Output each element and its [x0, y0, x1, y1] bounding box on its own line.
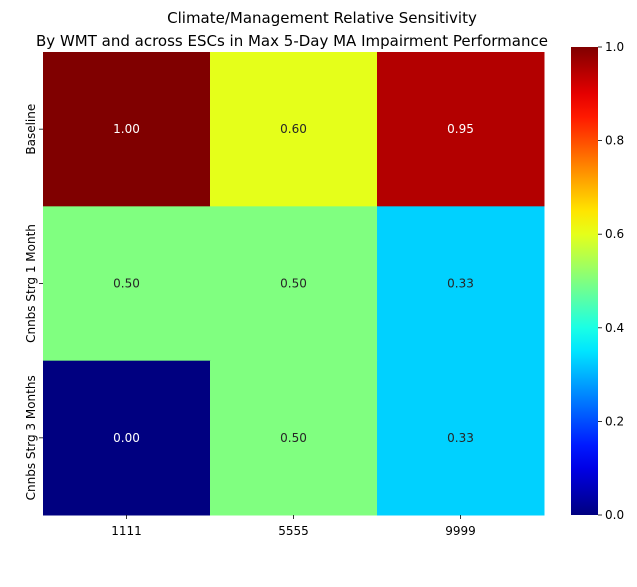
colorbar-tick-label: 0.2: [605, 414, 624, 428]
colorbar-tick-label: 0.6: [605, 227, 624, 241]
x-tick-label: 9999: [445, 524, 476, 538]
colorbar-tick-label: 0.8: [605, 134, 624, 148]
cell-value-label: 0.60: [280, 122, 307, 136]
cell-value-label: 0.33: [447, 431, 474, 445]
colorbar-tick-label: 0.0: [605, 508, 624, 522]
heatmap-cell: [377, 360, 545, 516]
cell-value-label: 0.50: [280, 277, 307, 291]
colorbar-tick-label: 1.0: [605, 40, 624, 54]
colorbar-tick-label: 0.4: [605, 321, 624, 335]
y-axis: Baseline Cnnbs Strg 1 Month Cnnbs Strg 3 M…: [24, 104, 43, 500]
cell-value-label: 0.33: [447, 277, 474, 291]
heatmap-cell: [43, 360, 211, 516]
colorbar-axis: 0.0 0.2 0.4 0.6 0.8 1.0: [598, 40, 624, 522]
cell-value-label: 0.95: [447, 122, 474, 136]
x-tick-label: 5555: [278, 524, 309, 538]
heatmap-cell-labels: 1.00 0.60 0.95 0.50 0.50 0.33 0.00 0.50 0.33: [113, 122, 474, 445]
x-axis: 1111 5555 9999: [111, 515, 476, 538]
heatmap-cells: [43, 52, 545, 516]
cell-value-label: 1.00: [113, 122, 140, 136]
y-tick-label: Cnnbs Strg 1 Month: [24, 224, 38, 343]
cell-value-label: 0.50: [113, 277, 140, 291]
cell-value-label: 0.50: [280, 431, 307, 445]
heatmap-cell: [210, 360, 378, 516]
chart-subtitle: By WMT and across ESCs in Max 5-Day MA I…: [36, 32, 548, 50]
heatmap-cell: [210, 52, 378, 207]
heatmap-cell: [377, 52, 545, 207]
cell-value-label: 0.00: [113, 431, 140, 445]
heatmap-cell: [377, 206, 545, 362]
chart-title: Climate/Management Relative Sensitivity: [167, 9, 477, 27]
colorbar: [571, 47, 598, 515]
heatmap-cell: [210, 206, 378, 362]
heatmap-cell: [43, 52, 211, 207]
y-tick-label: Baseline: [24, 104, 38, 155]
x-tick-label: 1111: [111, 524, 142, 538]
heatmap-cell: [43, 206, 211, 362]
y-tick-label: Cnnbs Strg 3 Months: [24, 375, 38, 500]
